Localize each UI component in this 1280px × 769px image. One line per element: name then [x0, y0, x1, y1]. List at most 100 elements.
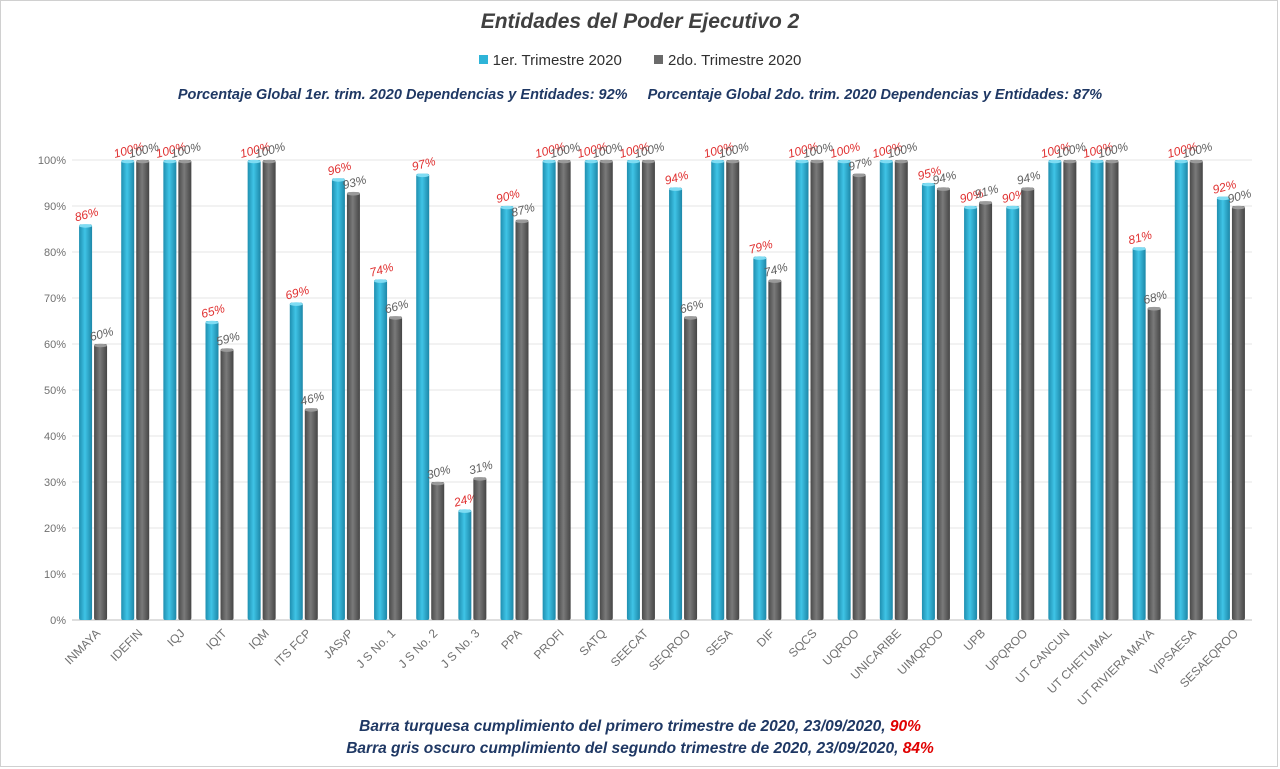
- bar-cap-q2: [473, 477, 487, 481]
- x-tick-label: IDEFIN: [108, 626, 146, 664]
- bar-q2: [684, 316, 698, 620]
- bar-cap-q1: [711, 159, 725, 164]
- bar-q2: [473, 477, 487, 620]
- data-label-q2: 68%: [1142, 287, 1169, 307]
- chart-title: Entidades del Poder Ejecutivo 2: [480, 10, 800, 33]
- bar-cap-q2: [389, 316, 403, 320]
- y-tick-label: 10%: [44, 569, 66, 581]
- data-label-q1: 90%: [958, 186, 985, 206]
- bar-cap-q1: [247, 159, 261, 164]
- bar-cap-q1: [542, 159, 556, 164]
- bar-q1: [542, 160, 556, 620]
- bar-q2: [1105, 160, 1119, 620]
- bar-cap-q2: [304, 408, 318, 412]
- y-tick-label: 0%: [50, 615, 66, 627]
- bar-cap-q2: [1189, 159, 1203, 164]
- bar-q1: [121, 160, 135, 620]
- bar-cap-q1: [795, 159, 809, 164]
- bar-cap-q2: [515, 219, 529, 224]
- legend: 1er. Trimestre 2020 2do. Trimestre 2020: [0, 52, 1280, 69]
- bar-q1: [79, 224, 93, 620]
- data-label-q1: 69%: [284, 283, 311, 303]
- data-label-q1: 97%: [410, 154, 437, 174]
- bar-cap-q1: [163, 159, 177, 164]
- bar-q1: [289, 302, 303, 620]
- data-label-q2: 87%: [510, 200, 537, 220]
- bar-q2: [1231, 206, 1245, 620]
- data-label-q2: 66%: [678, 297, 705, 317]
- bar-q2: [389, 316, 403, 620]
- y-tick-label: 30%: [44, 477, 66, 489]
- x-tick-label: J S No. 2: [396, 626, 441, 671]
- bar-q1: [416, 173, 430, 621]
- bar-q1: [879, 160, 893, 620]
- bar-q2: [557, 160, 571, 620]
- legend-item-q2: 2do. Trimestre 2020: [654, 52, 801, 69]
- bar-cap-q2: [136, 159, 150, 164]
- bar-cap-q1: [1006, 205, 1020, 210]
- bar-cap-q1: [458, 509, 472, 513]
- footer-line-1-pct: 90%: [889, 718, 921, 735]
- x-tick-label: IQIT: [203, 626, 230, 653]
- bar-cap-q2: [1231, 205, 1245, 210]
- x-tick-label: PPA: [498, 626, 524, 652]
- bar-cap-q2: [810, 159, 824, 164]
- bar-q2: [515, 219, 529, 621]
- x-tick-label: SEECAT: [608, 626, 652, 670]
- data-label-q1: 86%: [73, 205, 100, 225]
- data-label-q2: 66%: [383, 297, 410, 317]
- bar-cap-q1: [79, 224, 93, 228]
- data-label-q1: 90%: [495, 186, 522, 206]
- bar-cap-q1: [669, 187, 683, 191]
- data-label-q1: 90%: [1000, 186, 1027, 206]
- x-tick-label: UIMQROO: [895, 626, 946, 677]
- x-tick-label: SESA: [703, 626, 736, 659]
- bar-q2: [136, 160, 150, 620]
- bar-cap-q2: [431, 481, 445, 486]
- legend-swatch-q2: [654, 55, 663, 64]
- bar-cap-q2: [599, 159, 613, 164]
- bar-cap-q2: [178, 159, 192, 164]
- y-tick-label: 90%: [44, 201, 66, 213]
- bar-q2: [1063, 160, 1077, 620]
- bar-q1: [795, 160, 809, 620]
- bar-q1: [1216, 196, 1230, 621]
- bar-q2: [304, 408, 318, 620]
- data-label-q1: 95%: [916, 163, 943, 183]
- footer-line-2-pct: 84%: [902, 740, 934, 757]
- bar-cap-q2: [220, 348, 234, 352]
- data-label-q2: 94%: [1015, 168, 1042, 188]
- bar-q2: [641, 160, 655, 620]
- bar-cap-q1: [331, 178, 345, 182]
- legend-label-q2: 2do. Trimestre 2020: [668, 52, 802, 69]
- data-label-q2: 91%: [973, 182, 1000, 202]
- bar-q1: [1048, 160, 1062, 620]
- bar-cap-q2: [346, 191, 360, 196]
- bar-cap-q1: [1048, 159, 1062, 164]
- x-tick-label: IQJ: [164, 626, 187, 649]
- bar-cap-q2: [1063, 159, 1077, 164]
- data-label-q2: 90%: [1226, 186, 1253, 206]
- bar-cap-q2: [894, 159, 908, 164]
- x-tick-label: J S No. 1: [353, 626, 398, 671]
- x-tick-label: SEQROO: [646, 626, 693, 673]
- bar-cap-q1: [921, 182, 935, 187]
- bar-q2: [1189, 160, 1203, 620]
- data-label-q2: 93%: [341, 172, 368, 192]
- bar-q1: [711, 160, 725, 620]
- x-tick-label: SQCS: [786, 626, 820, 660]
- bar-q2: [768, 279, 782, 620]
- y-tick-label: 50%: [44, 385, 66, 397]
- bar-q1: [331, 178, 345, 620]
- footer-line-1: Barra turquesa cumplimiento del primero …: [0, 718, 1280, 736]
- bar-q2: [220, 348, 234, 620]
- y-tick-label: 60%: [44, 339, 66, 351]
- bar-q1: [753, 256, 767, 620]
- bar-cap-q2: [262, 159, 276, 164]
- bar-cap-q2: [979, 201, 993, 205]
- bar-cap-q2: [852, 173, 866, 178]
- bar-q1: [205, 321, 219, 620]
- x-tick-label: ITS FCP: [271, 626, 313, 668]
- bar-q2: [936, 187, 950, 620]
- bar-cap-q1: [1090, 159, 1104, 164]
